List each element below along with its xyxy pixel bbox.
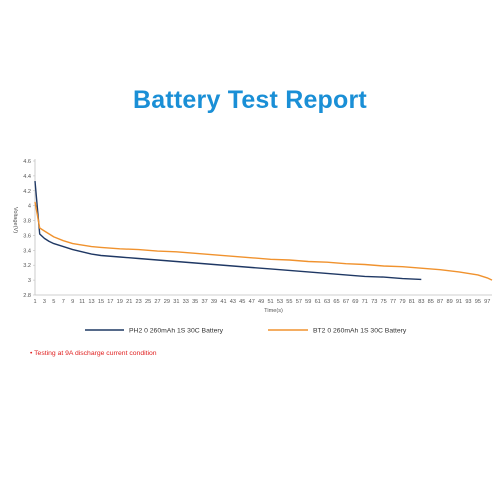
series-line-1 bbox=[34, 181, 422, 281]
y-tick-label: 3.2 bbox=[23, 263, 31, 269]
x-tick-label: 9 bbox=[71, 299, 74, 305]
y-tick-label: 4 bbox=[28, 204, 31, 210]
x-tick-label: 77 bbox=[390, 299, 396, 305]
x-tick-labels: 1 3 5 7 9 11 13 15 17 19 21 23 25 27 29 31 33 35 37 39 41 43 4… bbox=[33, 299, 490, 305]
x-tick-label: 85 bbox=[428, 299, 434, 305]
x-axis-label: Time(s) bbox=[264, 308, 283, 314]
series-lines bbox=[34, 181, 493, 281]
x-tick-label: 29 bbox=[164, 299, 170, 305]
x-tick-label: 13 bbox=[88, 299, 94, 305]
x-tick-label: 35 bbox=[192, 299, 198, 305]
x-tick-label: 63 bbox=[324, 299, 330, 305]
x-tick-label: 31 bbox=[173, 299, 179, 305]
x-tick-label: 95 bbox=[475, 299, 481, 305]
x-tick-label: 17 bbox=[107, 299, 113, 305]
x-tick-label: 71 bbox=[362, 299, 368, 305]
report-title: Battery Test Report bbox=[133, 86, 367, 114]
x-tick-label: 53 bbox=[277, 299, 283, 305]
x-tick-label: 11 bbox=[79, 299, 85, 305]
x-tick-label: 87 bbox=[437, 299, 443, 305]
x-tick-label: 43 bbox=[230, 299, 236, 305]
x-tick-label: 15 bbox=[98, 299, 104, 305]
test-condition-note: • Testing at 9A discharge current condit… bbox=[30, 350, 157, 357]
x-tick-label: 73 bbox=[371, 299, 377, 305]
x-tick-label: 1 bbox=[33, 299, 36, 305]
x-tick-label: 3 bbox=[43, 299, 46, 305]
y-tick-label: 4.2 bbox=[23, 189, 31, 195]
legend-label-series-2: BT2 0 260mAh 1S 30C Battery bbox=[313, 328, 407, 335]
x-tick-label: 49 bbox=[258, 299, 264, 305]
x-tick-label: 57 bbox=[296, 299, 302, 305]
x-tick-label: 7 bbox=[62, 299, 65, 305]
x-tick-label: 61 bbox=[315, 299, 321, 305]
x-tick-label: 79 bbox=[399, 299, 405, 305]
y-tick-label: 4.6 bbox=[23, 159, 31, 165]
x-tick-label: 81 bbox=[409, 299, 415, 305]
x-tick-label: 19 bbox=[117, 299, 123, 305]
x-tick-label: 69 bbox=[352, 299, 358, 305]
x-tick-label: 51 bbox=[267, 299, 273, 305]
x-tick-label: 37 bbox=[201, 299, 207, 305]
x-tick-label: 5 bbox=[52, 299, 55, 305]
x-tick-label: 89 bbox=[446, 299, 452, 305]
x-tick-label: 59 bbox=[305, 299, 311, 305]
legend-label-series-1: PH2 0 260mAh 1S 30C Battery bbox=[129, 328, 224, 335]
x-tick-label: 83 bbox=[418, 299, 424, 305]
x-tick-label: 47 bbox=[249, 299, 255, 305]
x-tick-label: 27 bbox=[154, 299, 160, 305]
x-tick-label: 45 bbox=[239, 299, 245, 305]
x-tick-label: 41 bbox=[220, 299, 226, 305]
y-axis-label: Voltage(V) bbox=[12, 207, 18, 233]
x-tick-label: 75 bbox=[381, 299, 387, 305]
x-tick-label: 91 bbox=[456, 299, 462, 305]
x-tick-label: 39 bbox=[211, 299, 217, 305]
y-tick-label: 4.4 bbox=[23, 174, 31, 180]
series-line-2 bbox=[34, 201, 493, 281]
x-tick-label: 55 bbox=[286, 299, 292, 305]
chart-axes bbox=[34, 159, 492, 296]
y-tick-label: 2.8 bbox=[23, 293, 31, 299]
y-tick-label: 3.6 bbox=[23, 233, 31, 239]
x-tick-label: 65 bbox=[333, 299, 339, 305]
y-tick-label: 3.8 bbox=[23, 219, 31, 225]
x-tick-label: 67 bbox=[343, 299, 349, 305]
y-tick-label: 3.4 bbox=[23, 248, 31, 254]
x-tick-label: 97 bbox=[484, 299, 490, 305]
x-tick-label: 25 bbox=[145, 299, 151, 305]
y-tick-label: 3 bbox=[28, 278, 31, 284]
y-tick-labels: 2.8 3 3.2 3.4 3.6 3.8 4 4.2 4.4 4.6 bbox=[23, 159, 35, 299]
x-tick-label: 33 bbox=[183, 299, 189, 305]
chart-legend: PH2 0 260mAh 1S 30C Battery BT2 0 260mAh… bbox=[85, 328, 407, 335]
x-tick-label: 23 bbox=[136, 299, 142, 305]
x-tick-label: 21 bbox=[126, 299, 132, 305]
x-tick-label: 93 bbox=[465, 299, 471, 305]
